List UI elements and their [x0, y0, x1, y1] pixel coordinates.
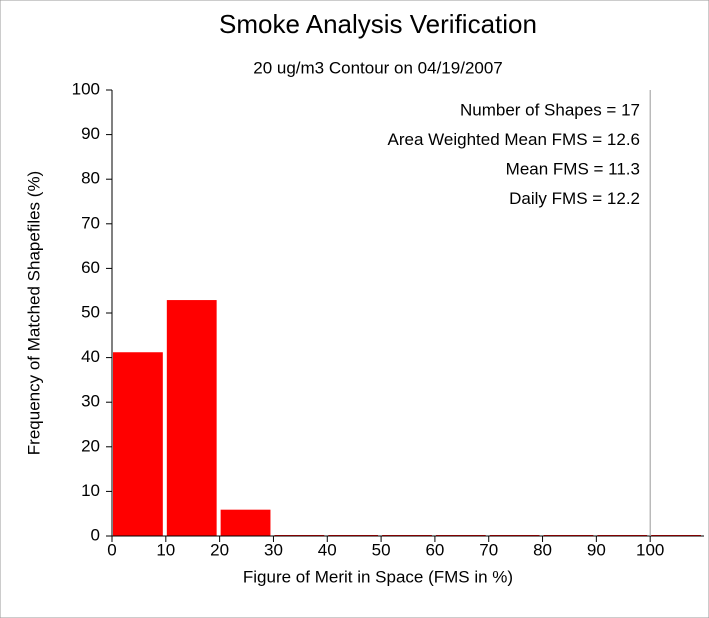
chart-title: Smoke Analysis Verification: [219, 9, 537, 39]
x-tick-label: 0: [107, 540, 116, 559]
bar: [220, 509, 271, 536]
y-tick-label: 50: [81, 302, 100, 321]
x-tick-label: 60: [425, 540, 444, 559]
x-tick-label: 20: [210, 540, 229, 559]
x-tick-label: 90: [587, 540, 606, 559]
y-tick-label: 20: [81, 436, 100, 455]
y-tick-label: 90: [81, 124, 100, 143]
bar: [113, 352, 163, 536]
y-axis-label: Frequency of Matched Shapefiles (%): [24, 171, 43, 455]
annotation: Number of Shapes = 17: [460, 100, 640, 119]
y-tick-label: 0: [91, 525, 100, 544]
chart-subtitle: 20 ug/m3 Contour on 04/19/2007: [253, 58, 503, 77]
x-axis-label: Figure of Merit in Space (FMS in %): [243, 567, 513, 586]
annotation: Mean FMS = 11.3: [506, 159, 640, 178]
y-tick-label: 80: [81, 169, 100, 188]
bar: [166, 300, 217, 536]
y-tick-label: 10: [81, 481, 100, 500]
x-tick-label: 40: [318, 540, 337, 559]
y-tick-label: 60: [81, 258, 100, 277]
y-tick-label: 30: [81, 392, 100, 411]
x-tick-label: 80: [533, 540, 552, 559]
y-tick-label: 100: [72, 79, 100, 98]
x-tick-label: 100: [636, 540, 664, 559]
x-tick-label: 70: [479, 540, 498, 559]
x-tick-label: 30: [264, 540, 283, 559]
y-tick-label: 70: [81, 213, 100, 232]
x-tick-label: 50: [372, 540, 391, 559]
y-tick-label: 40: [81, 347, 100, 366]
annotation: Area Weighted Mean FMS = 12.6: [388, 130, 640, 149]
annotation: Daily FMS = 12.2: [509, 189, 640, 208]
x-tick-label: 10: [156, 540, 175, 559]
